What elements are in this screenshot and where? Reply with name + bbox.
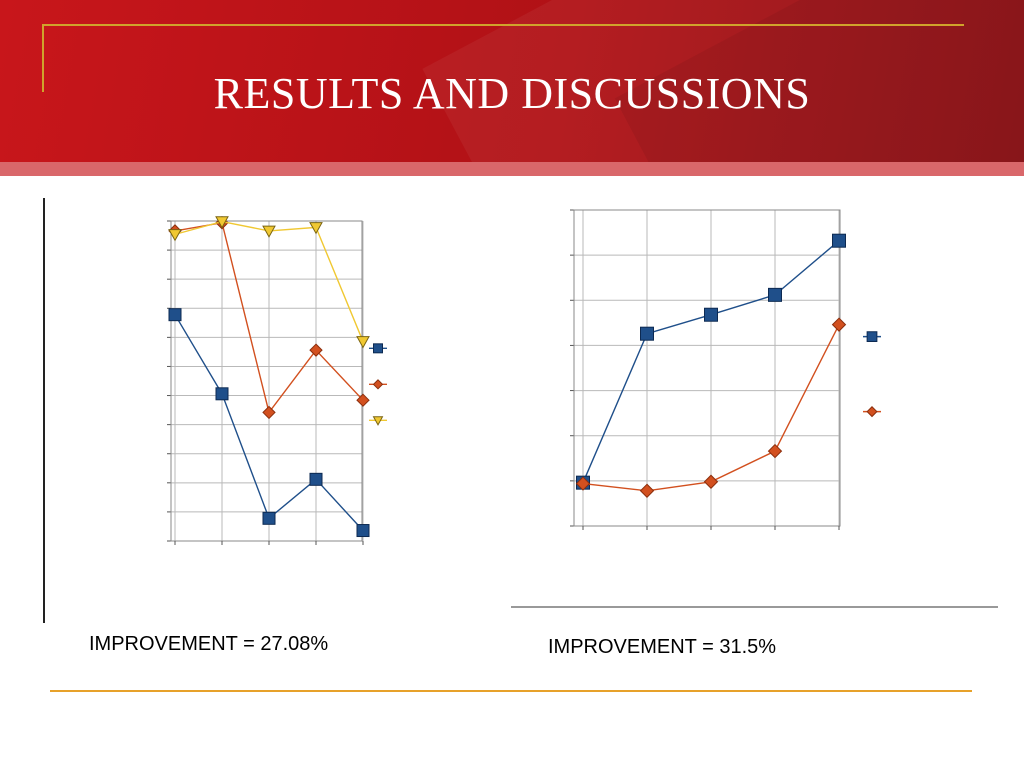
series-2-point xyxy=(831,317,847,332)
series-1-point xyxy=(168,308,182,322)
series-2-point xyxy=(356,393,370,407)
series-2-point xyxy=(767,443,783,459)
improvement-right: IMPROVEMENT = 31.5% xyxy=(548,636,777,658)
left-divider xyxy=(43,198,45,623)
legend-marker-1 xyxy=(866,331,878,342)
series-2-point xyxy=(309,343,323,357)
series-1-point xyxy=(768,287,782,302)
series-2-point xyxy=(262,405,276,420)
gold-rule-vertical xyxy=(42,24,44,92)
series-3-point xyxy=(168,229,182,242)
series-1-point xyxy=(640,326,654,341)
series-3-point xyxy=(356,336,370,349)
legend-marker-2 xyxy=(372,379,384,390)
banner-stripe xyxy=(0,162,1024,176)
title-banner: RESULTS AND DISCUSSIONS xyxy=(0,0,1024,162)
series-3-point xyxy=(215,216,229,229)
series-2-point xyxy=(639,483,655,498)
delivery-ratio-chart xyxy=(167,216,387,545)
series-2-point xyxy=(703,474,719,489)
plot-area-border xyxy=(573,209,841,527)
series-1-point xyxy=(704,307,718,322)
legend-marker-1 xyxy=(373,343,383,354)
footer-rule xyxy=(50,690,972,692)
improvement-left: IMPROVEMENT = 27.08% xyxy=(89,633,329,655)
legend-marker-2 xyxy=(866,406,878,418)
series-2-point xyxy=(575,476,591,491)
series-1-point xyxy=(832,233,846,248)
series-3-point xyxy=(262,225,276,238)
series-1-point xyxy=(309,472,323,486)
gold-rule-horizontal xyxy=(42,24,964,26)
slide-title: RESULTS AND DISCUSSIONS xyxy=(213,69,811,118)
series-3-point xyxy=(309,222,323,235)
series-1-point xyxy=(262,511,276,525)
legend-marker-3 xyxy=(372,416,384,426)
series-1-point xyxy=(356,524,370,538)
control-overhead-chart xyxy=(570,209,881,530)
plot-area-border xyxy=(170,220,363,542)
right-chart-underline xyxy=(511,606,998,608)
series-1-point xyxy=(215,387,229,401)
